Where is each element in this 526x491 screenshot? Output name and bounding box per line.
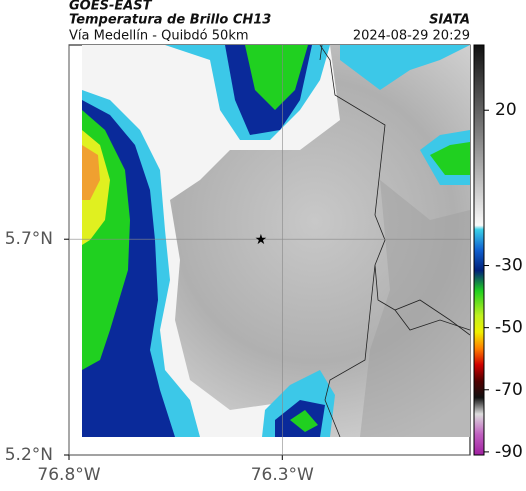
location-marker: ★ — [255, 232, 268, 248]
colorbar — [473, 44, 485, 456]
colorbar-tick-label: -70 — [495, 380, 523, 400]
x-tick-label: 76.8°W — [37, 465, 100, 485]
x-tick-label: 76.3°W — [251, 465, 314, 485]
imagery — [82, 45, 470, 437]
colorbar-tick-label: 20 — [495, 100, 517, 120]
timestamp: 2024-08-29 20:29 — [353, 29, 470, 44]
colorbar-tick-label: -50 — [495, 318, 523, 338]
product: Temperatura de Brillo CH13 — [69, 13, 271, 28]
satellite: GOES-EAST — [69, 0, 153, 14]
colorbar-tick-label: -30 — [495, 256, 523, 276]
source: SIATA — [429, 13, 470, 28]
colorbar-tick-label: -90 — [495, 442, 523, 462]
y-tick-label: 5.7°N — [5, 229, 53, 249]
y-tick-label: 5.2°N — [5, 445, 53, 465]
route: Vía Medellín - Quibdó 50km — [69, 29, 249, 44]
